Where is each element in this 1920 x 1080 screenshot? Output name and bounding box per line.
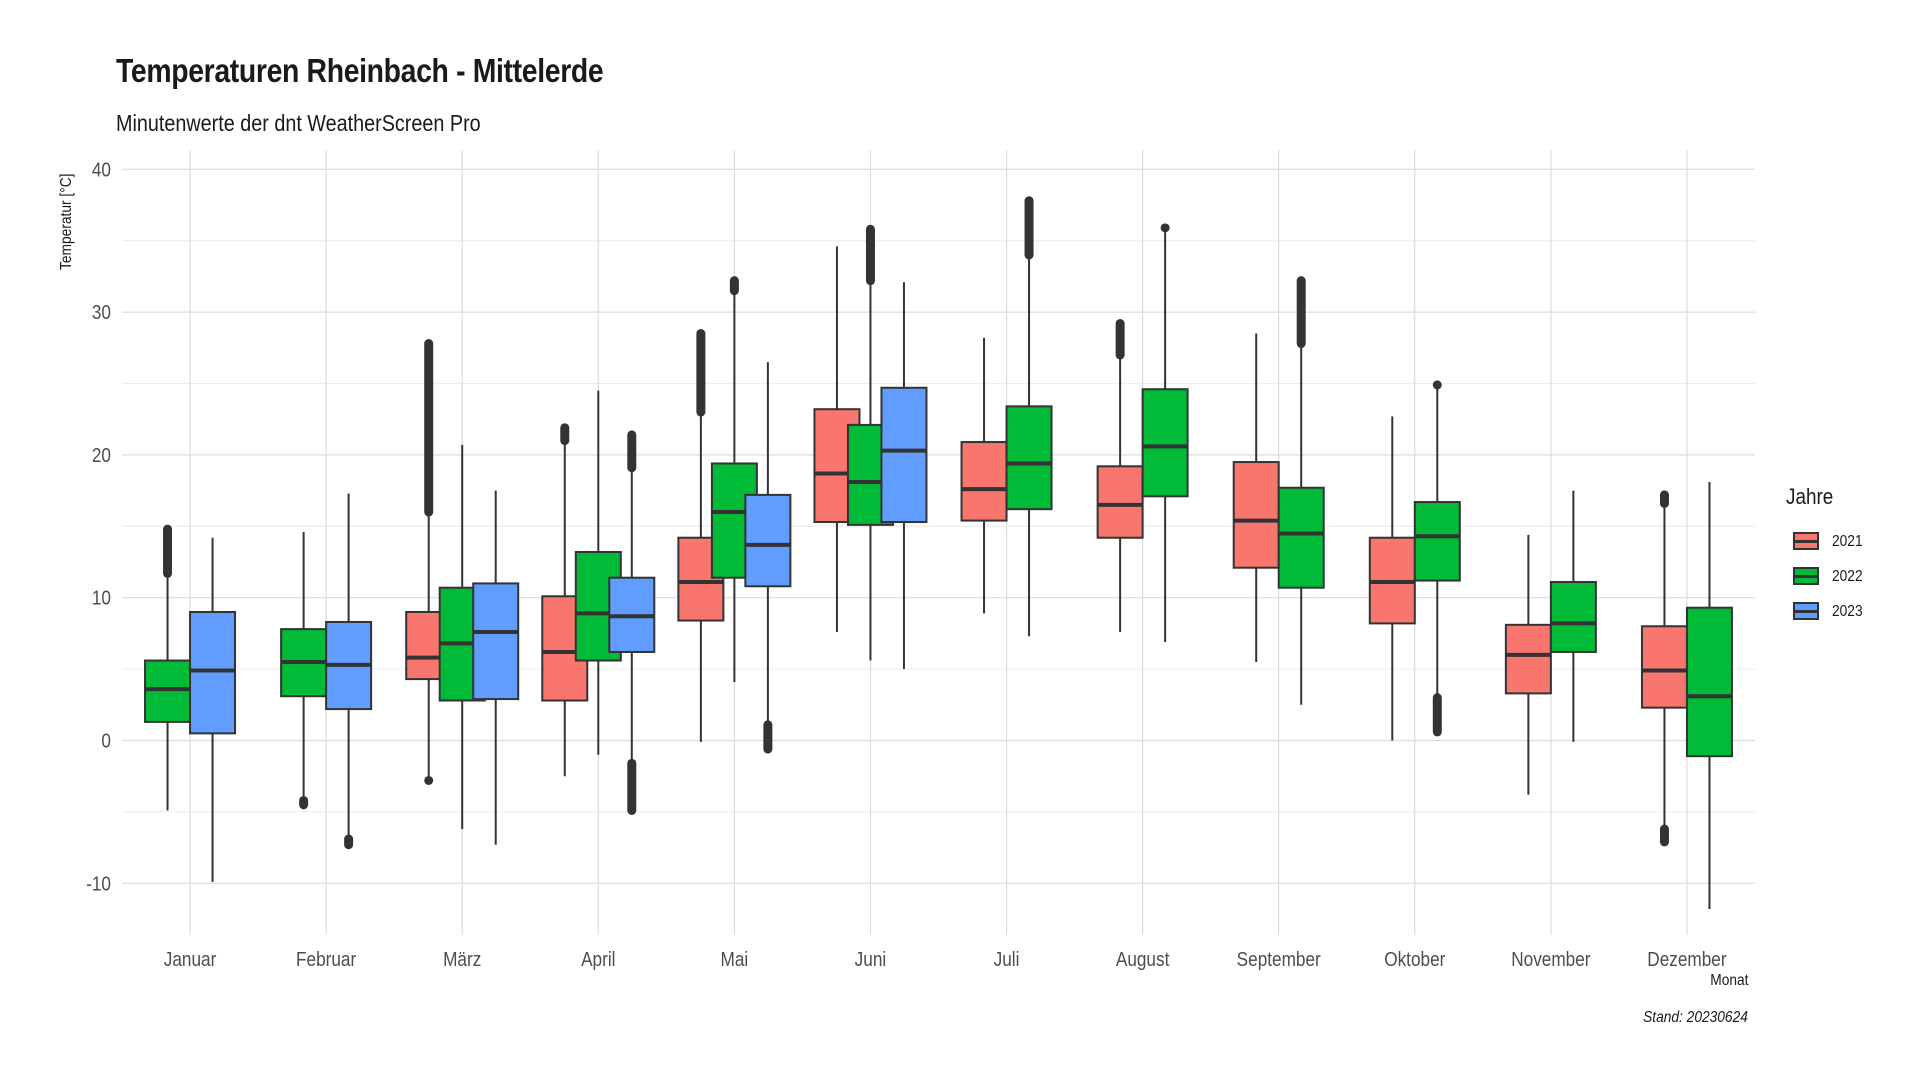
box-2023-Februar bbox=[325, 493, 373, 850]
box-iqr bbox=[880, 386, 928, 524]
y-tick-label: 40 bbox=[92, 158, 111, 181]
y-tick-label: -10 bbox=[86, 872, 111, 895]
legend-item-2022: 2022 bbox=[1786, 559, 1868, 594]
x-tick-label: Mai bbox=[721, 948, 749, 971]
x-tick-label: Januar bbox=[164, 948, 217, 971]
x-tick-label: Dezember bbox=[1647, 948, 1726, 971]
box-2021-Juli bbox=[960, 337, 1008, 614]
box-iqr bbox=[144, 659, 192, 723]
box-iqr bbox=[189, 610, 237, 735]
box-iqr bbox=[1685, 606, 1733, 758]
box-2023-März bbox=[472, 490, 520, 845]
legend-label: 2022 bbox=[1832, 567, 1863, 585]
box-2022-Juli bbox=[1005, 196, 1053, 637]
box-2022-Januar bbox=[144, 524, 192, 811]
legend-item-2023: 2023 bbox=[1786, 594, 1868, 629]
box-2023-Januar bbox=[189, 537, 237, 882]
box-2021-Mai bbox=[677, 329, 725, 742]
box-2022-Dezember bbox=[1685, 482, 1733, 910]
x-tick-label: April bbox=[581, 948, 615, 971]
box-iqr bbox=[1277, 486, 1325, 589]
x-tick-label: September bbox=[1237, 948, 1321, 971]
box-iqr bbox=[1141, 388, 1189, 498]
box-iqr bbox=[1413, 501, 1461, 582]
chart-caption: Stand: 20230624 bbox=[1643, 1009, 1748, 1026]
x-tick-label: August bbox=[1116, 948, 1170, 971]
y-axis-label: Temperatur [°C] bbox=[58, 173, 75, 270]
x-tick-label: Oktober bbox=[1384, 948, 1445, 971]
x-tick-label: Juli bbox=[994, 948, 1020, 971]
box-2021-August bbox=[1096, 319, 1144, 632]
y-tick-label: 0 bbox=[101, 729, 111, 752]
x-axis-label: Monat bbox=[1709, 972, 1748, 989]
chart-subtitle: Minutenwerte der dnt WeatherScreen Pro bbox=[116, 110, 481, 136]
x-tick-label: Juni bbox=[855, 948, 887, 971]
box-2022-November bbox=[1549, 490, 1597, 742]
x-tick-label: März bbox=[443, 948, 481, 971]
legend-key-swatch bbox=[1788, 531, 1824, 552]
box-2023-April bbox=[608, 430, 656, 815]
box-2022-Februar bbox=[280, 532, 328, 810]
box-iqr bbox=[472, 582, 520, 701]
y-tick-label: 20 bbox=[92, 444, 111, 467]
box-iqr bbox=[677, 536, 725, 622]
legend-label: 2023 bbox=[1832, 602, 1863, 620]
box-2021-November bbox=[1504, 534, 1552, 795]
chart-title: Temperaturen Rheinbach - Mittelerde bbox=[116, 52, 604, 89]
x-tick-label: November bbox=[1511, 948, 1590, 971]
box-iqr bbox=[1232, 461, 1280, 569]
box-2022-Mai bbox=[710, 276, 758, 682]
box-2022-September bbox=[1277, 276, 1325, 705]
box-2021-Oktober bbox=[1368, 416, 1416, 741]
legend-key-swatch bbox=[1788, 566, 1824, 587]
box-iqr bbox=[1005, 405, 1053, 511]
box-2022-August bbox=[1141, 223, 1189, 642]
legend-item-2021: 2021 bbox=[1786, 524, 1868, 559]
box-2021-Dezember bbox=[1640, 490, 1688, 847]
x-tick-label: Februar bbox=[296, 948, 356, 971]
box-2021-März bbox=[405, 339, 453, 785]
box-iqr bbox=[744, 493, 792, 588]
y-tick-label: 30 bbox=[92, 301, 111, 324]
legend-label: 2021 bbox=[1832, 532, 1863, 550]
box-iqr bbox=[1640, 625, 1688, 709]
y-tick-label: 10 bbox=[92, 586, 111, 609]
box-2022-Oktober bbox=[1413, 380, 1461, 737]
legend: Jahre 2021 2022 2023 bbox=[1786, 484, 1868, 629]
box-iqr bbox=[1096, 465, 1144, 539]
legend-title: Jahre bbox=[1786, 484, 1834, 509]
box-iqr bbox=[1549, 580, 1597, 653]
box-2023-Mai bbox=[744, 362, 792, 754]
box-2021-September bbox=[1232, 333, 1280, 662]
box-iqr bbox=[1504, 623, 1552, 695]
box-2023-Juni bbox=[880, 282, 928, 670]
legend-key-swatch bbox=[1788, 601, 1824, 622]
box-iqr bbox=[960, 441, 1008, 522]
